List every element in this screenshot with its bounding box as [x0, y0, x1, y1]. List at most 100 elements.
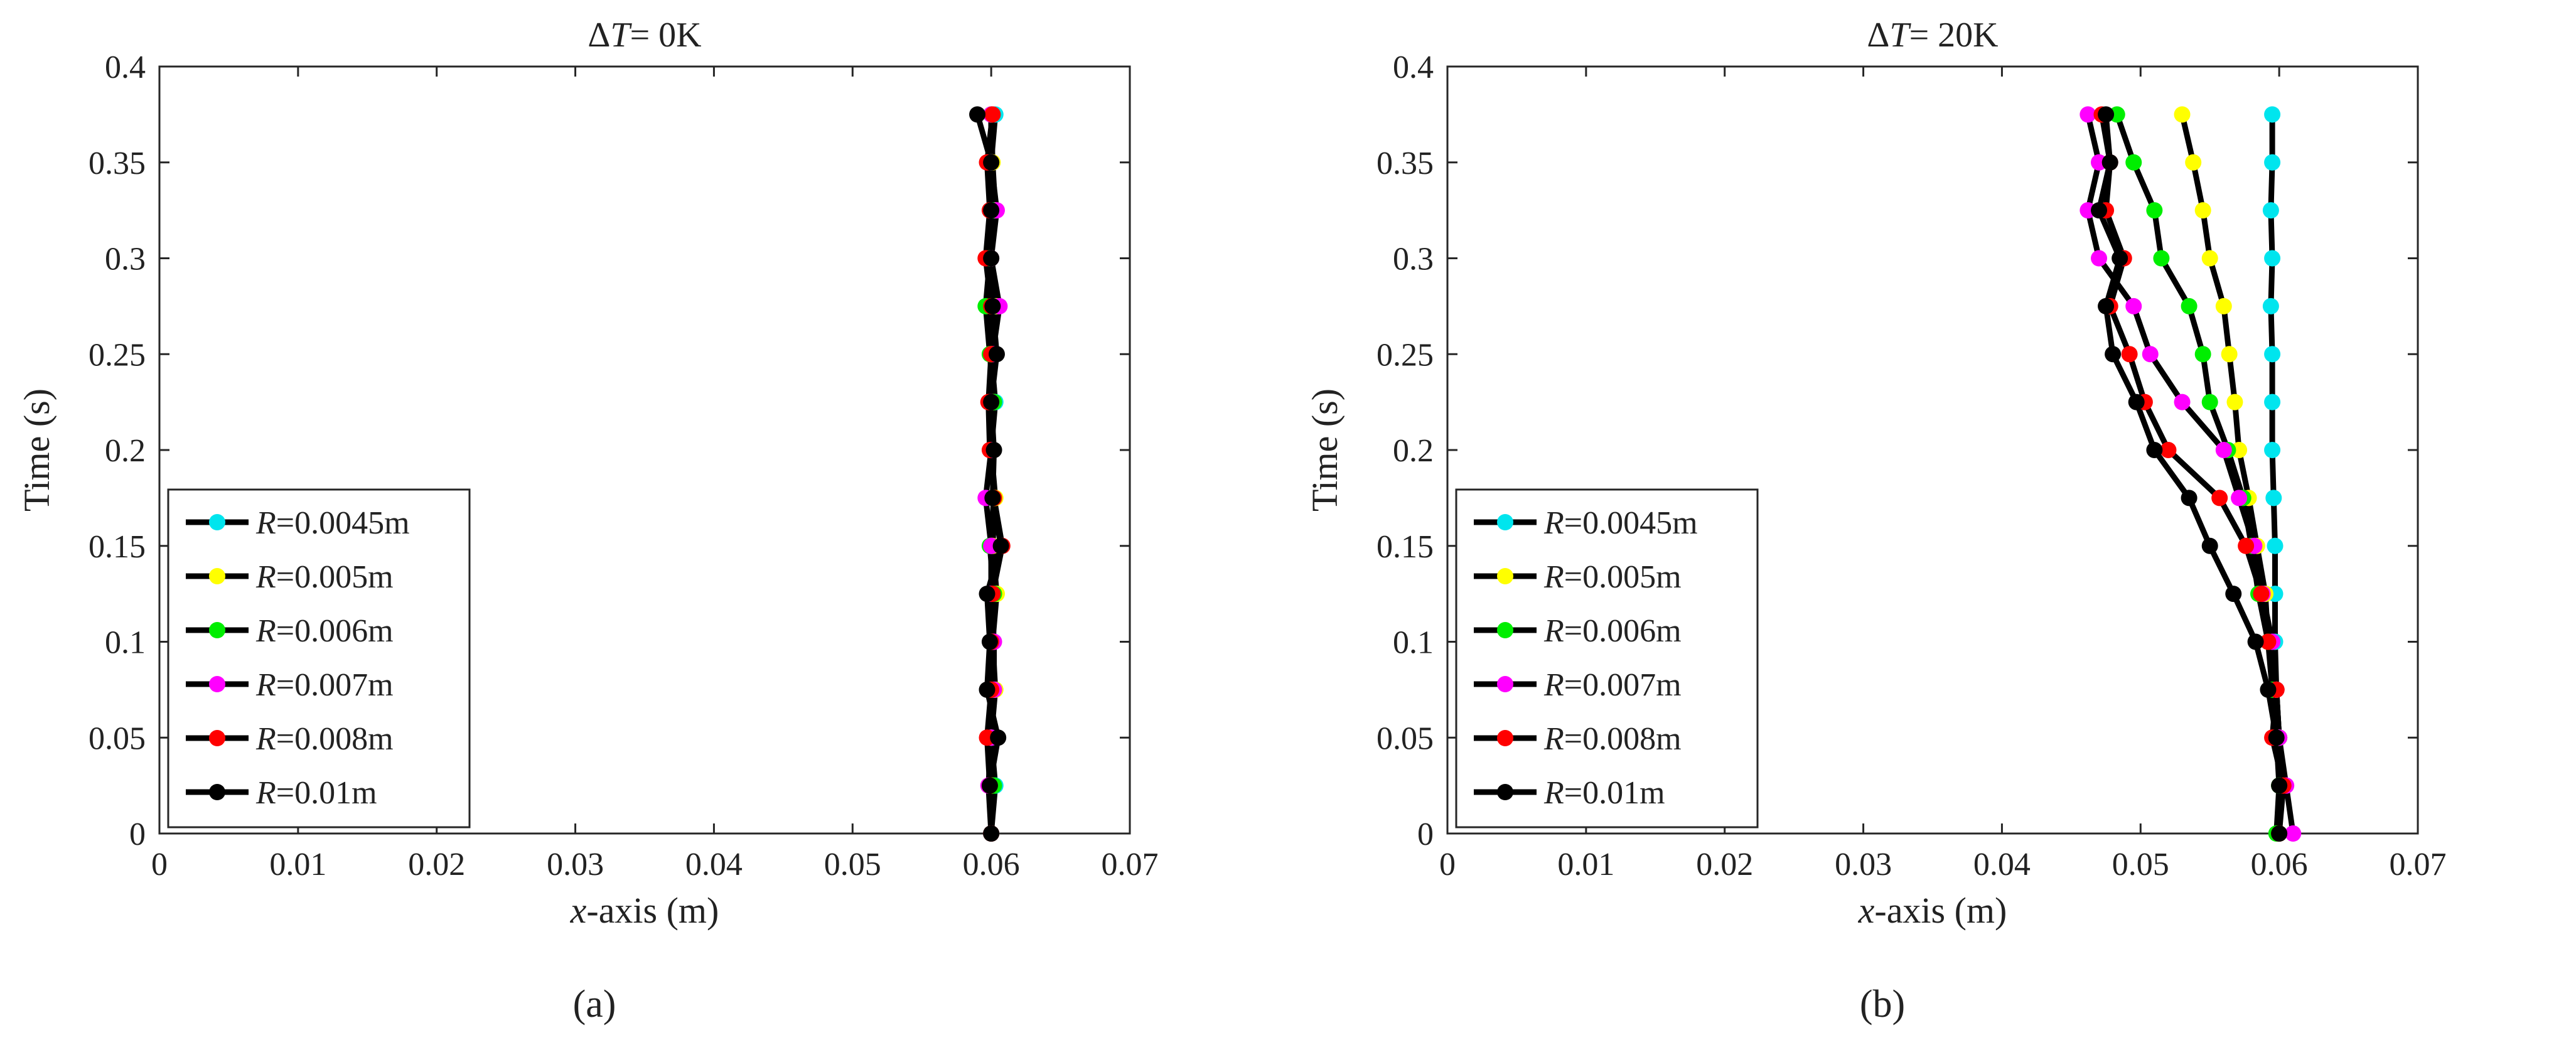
series-point-b-3 [2142, 346, 2159, 363]
chart-title: ΔT= 20K [1867, 16, 1998, 55]
series-point-b-1 [2215, 298, 2232, 314]
series-point-a-5 [983, 202, 1000, 219]
series-point-a-5 [983, 154, 1000, 171]
series-point-b-5 [2201, 537, 2218, 554]
series-point-b-0 [2264, 154, 2281, 171]
x-tick-label: 0 [151, 847, 168, 882]
legend-marker [209, 730, 225, 746]
series-point-a-5 [979, 586, 996, 603]
y-tick-label: 0.25 [1377, 337, 1434, 373]
x-axis-label-rest: -axis (m) [1874, 890, 2007, 931]
series-point-a-5 [985, 442, 1002, 458]
x-axis-label: x-axis (m) [1858, 890, 2007, 931]
x-tick-label: 0.03 [547, 847, 604, 882]
legend-entry-label: R=0.005m [1543, 559, 1682, 595]
legend-marker [209, 622, 225, 638]
series-point-b-1 [2226, 394, 2243, 410]
series-point-a-5 [979, 681, 996, 698]
series-point-b-1 [2185, 154, 2202, 171]
series-point-b-4 [2211, 490, 2228, 507]
legend-marker [1497, 676, 1513, 692]
series-point-a-5 [981, 777, 998, 794]
series-point-b-4 [2238, 537, 2255, 554]
legend-marker [1497, 568, 1513, 584]
panel-label: (b) [1860, 983, 1905, 1026]
legend-entry-var: R [255, 559, 276, 595]
series-line-b-3 [2085, 114, 2296, 834]
y-axis-label: Time (s) [1304, 389, 1345, 512]
series-point-b-5 [2181, 490, 2198, 507]
x-tick-label: 0.05 [824, 847, 881, 882]
title-rest: = 20K [1909, 16, 1999, 55]
y-tick-label: 0 [1417, 817, 1434, 852]
series-point-a-5 [983, 394, 1000, 410]
series-point-b-5 [2260, 681, 2277, 698]
series-point-b-3 [2285, 825, 2302, 842]
legend-entry-var: R [255, 667, 276, 703]
series-point-b-3 [2091, 250, 2108, 267]
y-tick-label: 0.2 [105, 433, 146, 469]
legend-marker [209, 568, 225, 584]
legend-entry-label: R=0.01m [255, 775, 377, 811]
series-point-a-5 [983, 250, 1000, 267]
legend-marker [1497, 784, 1513, 800]
legend-entry-var: R [1543, 721, 1564, 757]
y-tick-label: 0.15 [89, 529, 146, 565]
legend-entry-label: R=0.008m [255, 721, 394, 757]
legend-entry-var: R [1543, 775, 1564, 811]
legend-entry-value: =0.008m [1564, 721, 1682, 757]
legend-entry-value: =0.0045m [1564, 505, 1698, 541]
series-point-b-3 [2231, 490, 2248, 507]
legend-marker [1497, 622, 1513, 638]
title-var: T [1889, 16, 1911, 55]
y-tick-label: 0.35 [89, 146, 146, 181]
legend-entry-label: R=0.007m [255, 667, 394, 703]
y-tick-label: 0.3 [1393, 242, 1434, 277]
series-point-b-5 [2225, 586, 2242, 603]
x-tick-label: 0.05 [2112, 847, 2169, 882]
series-point-b-2 [2194, 346, 2211, 363]
series-point-a-5 [981, 633, 998, 650]
series-point-a-4 [984, 106, 1001, 123]
y-tick-label: 0.25 [89, 337, 146, 373]
series-point-a-5 [990, 729, 1007, 746]
series-point-b-0 [2264, 442, 2281, 458]
legend-entry-var: R [255, 775, 276, 811]
series-point-b-5 [2128, 394, 2145, 410]
title-var: T [610, 16, 632, 55]
series-point-a-5 [983, 825, 1000, 842]
legend-entry-var: R [255, 721, 276, 757]
series-point-a-5 [984, 490, 1001, 507]
series-point-b-0 [2264, 106, 2281, 123]
series-point-b-0 [2264, 394, 2281, 410]
legend-entry-var: R [1543, 559, 1564, 595]
series-point-a-5 [969, 106, 986, 123]
series-point-b-0 [2267, 537, 2284, 554]
series-point-b-5 [2101, 154, 2118, 171]
series-point-b-5 [2247, 633, 2264, 650]
series-point-b-3 [2174, 394, 2191, 410]
chart-b-svg: 0 0.01 0.02 0.03 0.04 0.05 0.06 0.07 0 0.05 0.1 0.1… [1304, 16, 2447, 1026]
x-tick-label: 0.04 [685, 847, 743, 882]
series-point-b-2 [2153, 250, 2170, 267]
legend-entry-value: =0.0045m [276, 505, 410, 541]
x-tick-label: 0.07 [2390, 847, 2447, 882]
series-point-a-5 [988, 346, 1005, 363]
x-tick-label: 0.06 [2251, 847, 2308, 882]
legend-entry-label: R=0.01m [1543, 775, 1665, 811]
legend-entry-value: =0.01m [1564, 775, 1665, 811]
x-axis-label-var: x [570, 890, 587, 931]
legend-box [167, 488, 471, 828]
x-axis-label: x-axis (m) [570, 890, 719, 931]
y-axis-label: Time (s) [16, 389, 57, 512]
legend-marker [209, 784, 225, 800]
legend-entry-label: R=0.006m [255, 613, 394, 649]
series-point-b-4 [2160, 442, 2177, 458]
series-point-b-5 [2271, 777, 2288, 794]
y-tick-label: 0.1 [1393, 625, 1434, 661]
legend-entry-value: =0.006m [276, 613, 394, 649]
series-point-b-5 [2268, 729, 2285, 746]
x-tick-label: 0.03 [1835, 847, 1892, 882]
legend-entry-label: R=0.008m [1543, 721, 1682, 757]
series-point-b-2 [2181, 298, 2198, 314]
